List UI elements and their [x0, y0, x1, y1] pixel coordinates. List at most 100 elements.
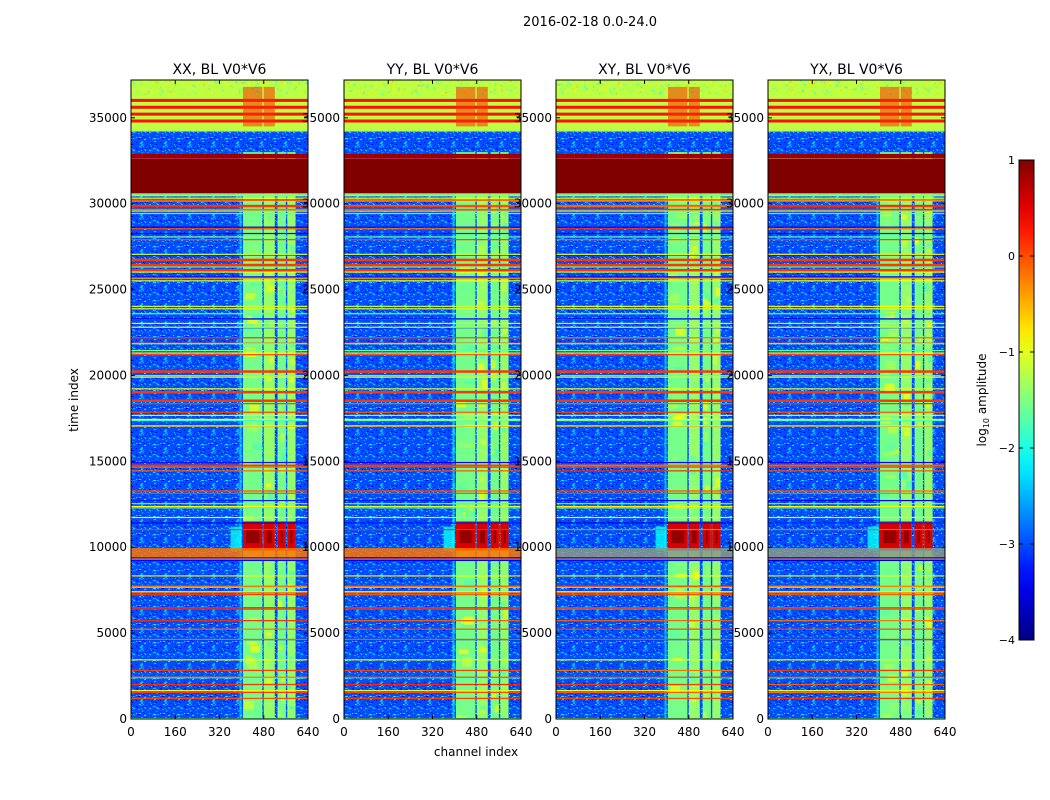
time-flag-line	[131, 505, 308, 508]
top-speckle	[224, 80, 227, 83]
top-speckle	[933, 82, 936, 85]
top-speckle	[722, 89, 725, 91]
rfi-speckle	[287, 583, 292, 594]
top-speckle	[358, 82, 360, 85]
top-speckle	[825, 89, 828, 92]
top-speckle	[436, 81, 438, 83]
top-speckle	[276, 87, 278, 90]
time-flag-line	[344, 305, 521, 307]
rfi-speckle	[712, 344, 717, 351]
rfi-speckle	[290, 580, 296, 586]
top-speckle	[398, 87, 400, 90]
time-flag-line	[344, 522, 521, 524]
top-speckle	[295, 86, 298, 89]
rfi-speckle	[706, 674, 711, 684]
top-speckle	[178, 90, 181, 92]
top-speckle	[627, 82, 630, 85]
top-speckle	[596, 80, 598, 82]
top-speckle	[821, 80, 823, 83]
top-speckle	[394, 88, 397, 90]
top-speckle	[423, 84, 425, 86]
time-flag-line	[768, 322, 945, 325]
top-speckle	[437, 83, 440, 85]
top-speckle	[637, 83, 640, 85]
rfi-speckle	[690, 469, 697, 475]
rfi-speckle	[481, 327, 488, 338]
heatmap-image	[131, 80, 308, 719]
top-speckle	[289, 84, 292, 86]
top-speckle	[274, 84, 276, 86]
time-flag-line	[131, 199, 308, 201]
top-speckle	[371, 93, 374, 96]
rfi-speckle	[689, 213, 696, 224]
time-flag-line	[556, 425, 733, 427]
top-speckle	[887, 83, 890, 86]
top-speckle	[599, 92, 601, 95]
top-speckle	[872, 86, 874, 89]
time-flag-line	[344, 193, 521, 195]
time-flag-line	[768, 209, 945, 212]
time-flag-line	[344, 592, 521, 594]
rfi-speckle	[672, 457, 683, 460]
rfi-speckle	[713, 627, 718, 635]
rfi-speckle	[464, 580, 475, 587]
top-speckle	[651, 89, 653, 92]
top-speckle	[290, 89, 293, 92]
top-speckle	[617, 83, 620, 86]
y-tick-label: 35000	[89, 111, 127, 125]
time-flag-line	[768, 204, 945, 207]
top-speckle	[650, 84, 652, 86]
rfi-speckle	[715, 675, 720, 682]
saturated-band	[344, 153, 521, 159]
top-speckle	[587, 92, 590, 94]
x-tick-label: 640	[297, 725, 320, 739]
colorbar-gradient	[1018, 159, 1035, 641]
rfi-speckle	[279, 665, 284, 668]
time-flag-line	[768, 528, 945, 531]
rfi-speckle	[880, 312, 891, 317]
top-speckle	[500, 84, 503, 87]
y-tick-label: 25000	[514, 283, 552, 297]
time-flag-line	[768, 239, 945, 241]
top-speckle	[821, 82, 824, 85]
time-flag-line	[768, 697, 945, 699]
rfi-speckle	[901, 212, 907, 220]
top-speckle	[298, 82, 301, 85]
rfi-speckle	[249, 233, 259, 238]
y-tick-label: 5000	[96, 626, 127, 640]
top-speckle	[829, 83, 832, 85]
rfi-speckle	[902, 238, 908, 248]
top-speckle	[202, 92, 204, 94]
time-flag-line	[131, 253, 308, 255]
rfi-speckle	[672, 408, 683, 413]
rfi-speckle	[904, 638, 910, 646]
top-speckle	[193, 85, 195, 87]
time-flag-line	[344, 411, 521, 413]
rfi-speckle	[671, 394, 682, 401]
rfi-speckle	[501, 715, 506, 719]
rfi-speckle	[458, 649, 469, 654]
rfi-speckle	[477, 203, 484, 206]
rfi-speckle	[676, 200, 687, 203]
top-speckle	[870, 89, 872, 91]
time-flag-line	[131, 620, 308, 622]
top-speckle	[725, 91, 728, 93]
time-flag-line	[344, 318, 521, 320]
rfi-speckle	[691, 478, 698, 487]
top-speckle	[263, 84, 266, 87]
top-speckle	[301, 81, 303, 84]
time-flag-line	[131, 266, 308, 268]
top-speckle	[903, 82, 905, 84]
time-flag-line	[131, 236, 308, 238]
rfi-speckle	[288, 618, 293, 627]
time-flag-line	[131, 638, 308, 641]
time-flag-line	[131, 98, 308, 102]
time-flag-line	[768, 411, 945, 413]
top-speckle	[444, 84, 446, 87]
top-speckle	[433, 80, 435, 83]
top-speckle	[255, 80, 257, 82]
top-speckle	[398, 92, 400, 95]
rfi-speckle	[705, 485, 710, 492]
rfi-speckle	[280, 433, 285, 442]
top-speckle	[456, 85, 459, 87]
